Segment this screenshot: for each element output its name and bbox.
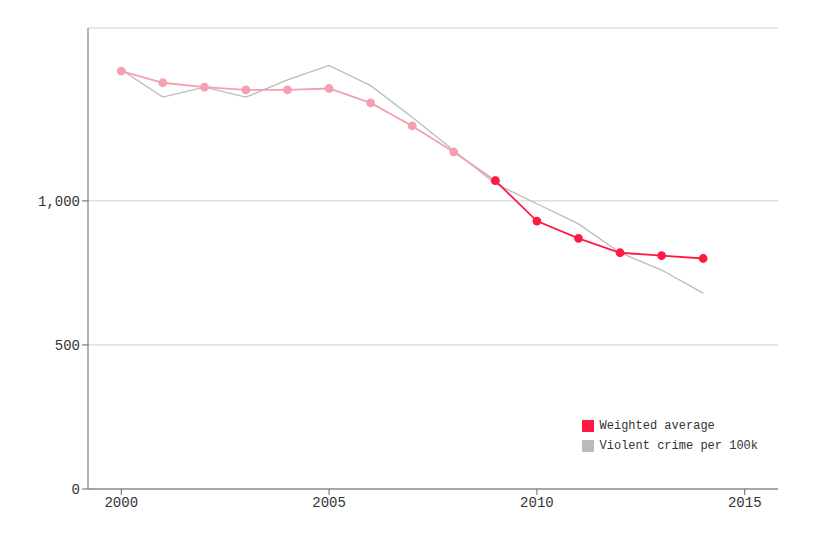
svg-text:2000: 2000 xyxy=(104,495,138,511)
svg-text:2005: 2005 xyxy=(312,495,346,511)
svg-text:2010: 2010 xyxy=(520,495,554,511)
html-text:Weighted average: Weighted average xyxy=(599,419,715,433)
html-text:Violent crime per 100k: Violent crime per 100k xyxy=(599,439,758,453)
svg-text:0: 0 xyxy=(72,482,80,498)
svg-text:500: 500 xyxy=(55,338,80,354)
svg-text:2015: 2015 xyxy=(728,495,762,511)
svg-text:1,000: 1,000 xyxy=(38,194,80,210)
